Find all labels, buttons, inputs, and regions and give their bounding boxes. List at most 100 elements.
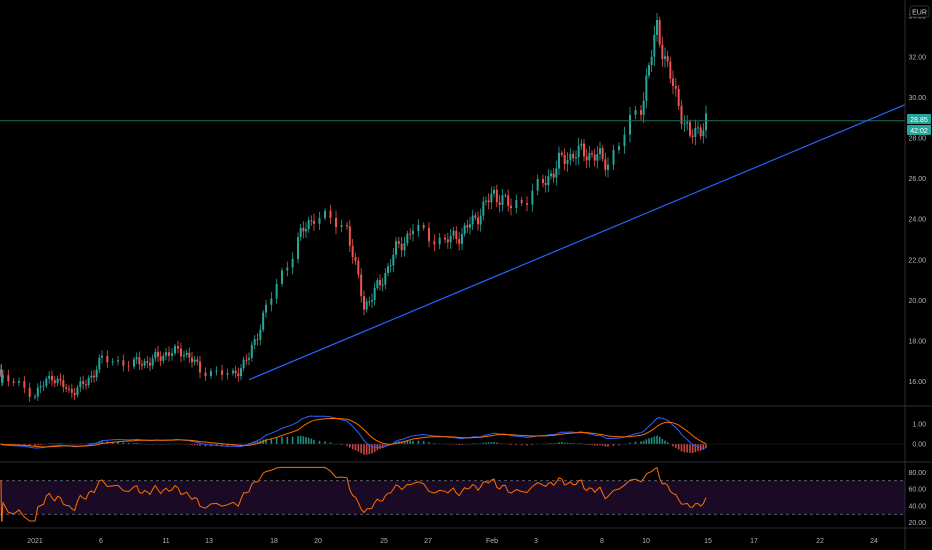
macd-histogram-bar [310,438,313,444]
candle-body [48,376,51,379]
candle-body [417,224,420,232]
macd-axis[interactable]: 1.00 0.00 [912,422,926,449]
time-axis-tick: 27 [424,538,432,545]
rsi-panel[interactable] [0,466,905,522]
candle-body [138,357,141,365]
macd-histogram-bar [265,438,267,444]
candle-body [623,134,626,147]
candle-body [452,230,455,236]
candle-body [146,361,149,363]
macd-histogram-bar [340,444,343,445]
rsi-axis[interactable]: 80.00 60.00 40.00 20.00 [908,470,926,527]
macd-histogram-bar [56,443,59,444]
macd-histogram-bar [547,443,550,444]
candle-body [291,259,294,268]
macd-histogram-bar [324,441,326,444]
macd-histogram-bar [650,437,653,444]
candle-body [329,210,332,218]
rsi-axis-tick: 20.00 [908,520,926,527]
candle-body [348,226,351,246]
candle-body [461,234,463,244]
candle-body [689,121,691,136]
macd-histogram-bar [705,444,707,449]
macd-histogram-bar [526,444,528,446]
macd-histogram-bar [645,439,648,444]
candle-body [531,190,534,205]
macd-histogram-bar [373,444,376,452]
time-axis-tick: 15 [704,538,712,545]
candle-body [433,241,436,245]
macd-histogram-bar [640,441,642,444]
candle-body [566,160,569,165]
macd-histogram-bar [127,442,130,444]
macd-histogram-bar [307,437,310,444]
macd-histogram-bar [412,440,414,444]
candle-body [159,356,162,361]
macd-histogram-bar [54,443,56,444]
macd-histogram-bar [588,444,591,445]
candle-body [495,189,498,203]
candle-body [39,386,42,388]
macd-histogram-bar [51,443,53,444]
candle-body [591,153,593,155]
macd-histogram-bar [642,440,645,444]
candle-body [677,88,680,106]
candle-body [240,368,242,377]
price-panel[interactable] [0,13,906,402]
candle-body [165,352,167,356]
candle-body [305,229,307,232]
candle-body [73,392,76,396]
candle-body [629,114,631,135]
candle-body [384,272,387,285]
candle-body [555,168,558,178]
trendline[interactable] [248,104,906,381]
candle-body [191,357,193,363]
candle-body [650,56,653,66]
candle-body [583,143,585,157]
candle-body [648,65,650,76]
time-axis-tick: 22 [816,538,824,545]
macd-histogram-bar [510,444,512,446]
candle-body [133,359,135,367]
candle-body [640,110,642,115]
countdown-tag-box [907,125,931,135]
candle-body [699,127,702,137]
candle-body [373,287,376,301]
candle-body [607,164,609,170]
macd-histogram-bar [561,442,563,444]
candle-body [226,373,229,375]
macd-histogram-bar [291,436,294,444]
macd-histogram-bar [23,444,26,446]
macd-histogram-bar [461,444,463,445]
candle-body [1,377,4,383]
macd-histogram-bar [101,441,103,444]
macd-histogram-bar [37,444,39,446]
macd-histogram-bar [490,442,493,444]
candle-body [634,110,637,115]
countdown-tag: 42:02 [910,128,928,135]
candle-body [256,339,259,341]
time-axis-tick: 18 [270,538,278,545]
candle-body [599,148,601,155]
time-axis-tick: 6 [99,538,103,545]
candle-body [171,353,173,356]
macd-histogram-bar [675,444,677,448]
candle-body [552,173,555,178]
candle-body [18,381,20,383]
macd-histogram-bar [515,444,518,446]
macd-histogram-bar [569,442,572,444]
candle-body [680,105,683,124]
candle-body [270,298,273,305]
candle-body [428,228,430,242]
macd-panel[interactable] [0,415,905,455]
candle-body [661,44,664,59]
candle-body [371,300,373,302]
time-axis[interactable]: 2021 6 11 13 18 20 25 27 Feb 3 8 10 15 17 22 24 [27,538,878,545]
candle-body [76,387,79,396]
candle-body [588,153,591,161]
candle-body [90,375,93,378]
price-axis-tick: 20.00 [908,298,926,305]
candle-body [510,205,512,209]
macd-histogram-bar [689,444,691,453]
